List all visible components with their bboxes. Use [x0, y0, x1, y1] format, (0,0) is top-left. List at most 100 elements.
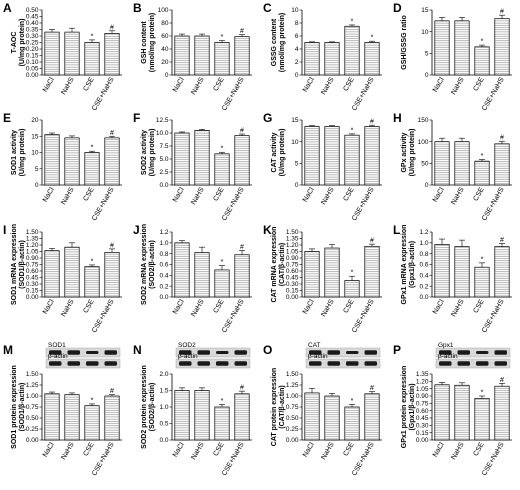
- blot-band: [327, 361, 340, 366]
- y-tick-label: 15: [291, 117, 299, 124]
- bar: [174, 132, 190, 186]
- x-tick-label: NaHS: [320, 186, 336, 206]
- y-axis-label: CAT mRNA expression: [271, 227, 278, 303]
- y-tick-label: 0.60: [286, 268, 299, 275]
- panel-letter: I: [3, 223, 6, 237]
- panel-j: J SOD2 mRNA expression (SOD2/β-actin)0.0 0.…: [133, 223, 252, 334]
- panel-letter: N: [133, 343, 142, 357]
- y-tick-label: 1.25: [286, 382, 299, 389]
- x-tick-label: NaHS: [60, 186, 76, 206]
- significance-marker: *: [91, 397, 94, 404]
- y-tick-label: 0.5: [159, 421, 168, 428]
- y-tick-label: 12.5: [156, 117, 169, 124]
- y-axis-label: (SOD2/β-actin): [149, 240, 156, 289]
- blot-label: β-actin: [438, 353, 458, 360]
- y-tick-label: 0.45: [416, 415, 429, 422]
- y-axis-label: (U/mg protein): [409, 129, 416, 177]
- panel-i: I SOD1 mRNA expression (SOD1/β-actin)0.000…: [3, 223, 122, 334]
- y-tick-label: 1.50: [286, 229, 299, 236]
- x-tick-label: NaHS: [190, 298, 206, 318]
- x-tick-label: CSE: [342, 186, 355, 202]
- y-axis-label: (CAT/β-actin): [279, 385, 286, 428]
- significance-marker: *: [221, 146, 224, 153]
- bar: [64, 246, 80, 298]
- bar: [454, 20, 470, 76]
- y-tick-label: 0.60: [416, 408, 429, 415]
- y-tick-label: 0.00: [26, 72, 39, 79]
- y-tick-label: 0.75: [26, 404, 39, 411]
- x-tick-label: CSE: [472, 186, 485, 202]
- bar: [494, 143, 510, 186]
- bar: [434, 141, 450, 186]
- y-tick-label: 150: [418, 117, 429, 124]
- significance-marker: #: [110, 24, 114, 31]
- y-tick-label: 0.90: [26, 255, 39, 262]
- y-tick-label: 1.5: [159, 388, 168, 395]
- y-tick-label: 5: [425, 51, 429, 58]
- x-tick-label: NaHS: [450, 298, 466, 318]
- bar: [234, 135, 250, 186]
- y-axis-label: GPx1 protein expression: [401, 366, 408, 448]
- blot-band: [67, 350, 80, 355]
- blot-band: [179, 361, 192, 366]
- panel-letter: F: [133, 111, 140, 125]
- bar: [364, 42, 380, 76]
- panel-letter: O: [263, 343, 272, 357]
- blot-band: [179, 350, 192, 355]
- y-tick-label: 10: [291, 7, 299, 14]
- x-tick-label: CSE+NaHS: [481, 441, 506, 477]
- x-tick-label: NaCl: [432, 186, 446, 203]
- y-tick-label: 1.0: [159, 240, 168, 247]
- bar: [494, 18, 510, 76]
- blot-strip: [305, 358, 381, 369]
- y-tick-label: 15: [31, 133, 39, 140]
- x-tick-label: CSE: [82, 186, 95, 202]
- bar: [104, 252, 120, 298]
- y-tick-label: 0.8: [419, 251, 428, 258]
- panel-l: L GPx1 mRNA expression (Gpx1/β-actin)0.0 0.…: [393, 223, 512, 334]
- blot-label: SOD2: [178, 342, 196, 349]
- x-tick-label: CSE+NaHS: [351, 186, 376, 222]
- bar: [174, 390, 190, 441]
- significance-marker: #: [110, 388, 114, 395]
- significance-marker: #: [240, 385, 244, 392]
- y-tick-label: 1.00: [26, 393, 39, 400]
- blot-band: [234, 350, 247, 355]
- bar: [494, 246, 510, 298]
- blot-strip: [45, 347, 121, 358]
- x-tick-label: NaCl: [302, 298, 316, 315]
- y-axis-label: SOD1 protein expression: [11, 365, 18, 449]
- significance-marker: *: [221, 259, 224, 266]
- blot-band: [49, 350, 62, 355]
- x-tick-label: CSE: [212, 298, 225, 314]
- bar: [324, 126, 340, 186]
- significance-marker: *: [481, 153, 484, 160]
- y-axis-label: SOD2 mRNA expression: [141, 224, 148, 305]
- x-tick-label: NaCl: [302, 76, 316, 93]
- panel-o: O CAT protein expression (CAT/β-actin) CAT β…: [263, 342, 382, 477]
- y-tick-label: 1.05: [26, 249, 39, 256]
- y-tick-label: 50: [421, 161, 429, 168]
- x-tick-label: CSE: [212, 186, 225, 202]
- significance-marker: #: [370, 238, 374, 245]
- blot-band: [86, 351, 99, 354]
- y-tick-label: 1.2: [419, 229, 428, 236]
- y-tick-label: 1.25: [26, 382, 39, 389]
- bar: [474, 266, 490, 298]
- x-tick-label: CSE+NaHS: [221, 298, 246, 334]
- panel-letter: D: [393, 1, 402, 15]
- significance-marker: #: [500, 135, 504, 142]
- bar: [324, 247, 340, 298]
- significance-marker: *: [91, 145, 94, 152]
- x-tick-label: NaHS: [60, 441, 76, 461]
- bar: [84, 42, 100, 76]
- blot-band: [457, 350, 470, 355]
- blot-band: [346, 351, 359, 354]
- y-tick-label: 0.90: [416, 393, 429, 400]
- x-tick-label: NaCl: [432, 76, 446, 93]
- y-tick-label: 6: [295, 33, 299, 40]
- x-tick-label: NaCl: [432, 441, 446, 458]
- significance-marker: #: [370, 385, 374, 392]
